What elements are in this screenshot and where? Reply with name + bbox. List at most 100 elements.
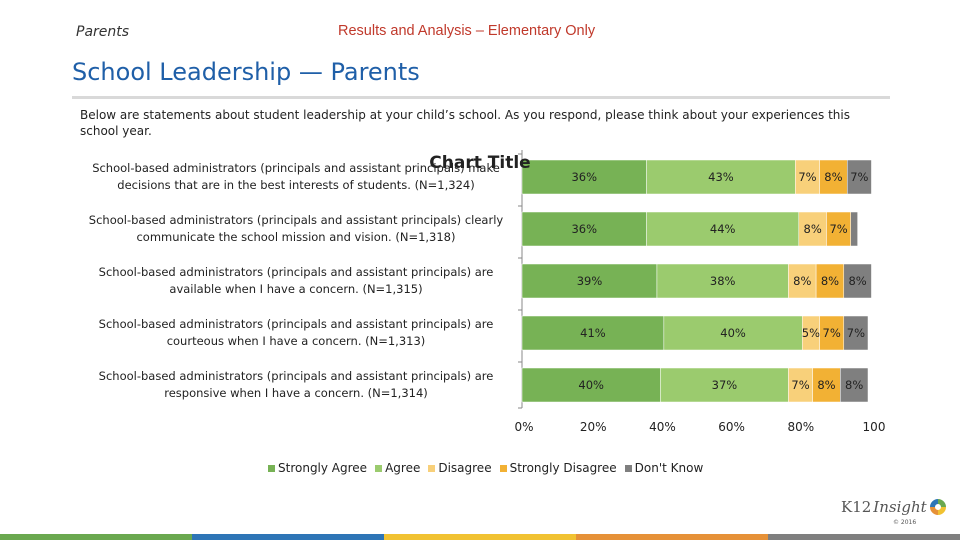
logo-k12-text: K12 xyxy=(841,498,872,516)
logo-insight-text: Insight xyxy=(873,498,927,516)
bar-segment xyxy=(843,315,869,351)
category-label: School-based administrators (principals … xyxy=(78,264,514,298)
legend-label: Disagree xyxy=(438,461,492,475)
category-label-line: School-based administrators (principals … xyxy=(92,161,500,175)
chart-legend: Strongly Agree Agree Disagree Strongly Disa… xyxy=(268,461,703,475)
x-tick-label: 40% xyxy=(649,420,676,434)
data-label: 40% xyxy=(578,378,604,392)
bar-segment xyxy=(826,211,851,247)
category-label: School-based administrators (principals … xyxy=(78,212,514,246)
data-label: 8% xyxy=(804,222,822,236)
data-label: 39% xyxy=(577,274,603,288)
bar-segment xyxy=(646,211,800,247)
legend-label: Strongly Agree xyxy=(278,461,368,475)
legend-item: Don't Know xyxy=(624,461,704,475)
legend-swatch xyxy=(268,464,275,472)
copyright-text: © 2016 xyxy=(893,519,917,526)
data-label: 8% xyxy=(848,274,866,288)
bar-segment xyxy=(788,263,817,299)
data-label: 8% xyxy=(821,274,839,288)
data-label: 7% xyxy=(823,326,841,340)
bar-segment xyxy=(521,315,665,351)
title-divider xyxy=(72,96,890,99)
bar-segment xyxy=(846,159,872,195)
data-label: 7% xyxy=(847,326,865,340)
logo-mark-icon xyxy=(929,499,946,515)
legend-swatch xyxy=(624,464,632,472)
data-label: 38% xyxy=(710,274,736,288)
data-label: 43% xyxy=(708,170,734,184)
x-tick-label: 100 xyxy=(863,420,886,434)
intro-text: Below are statements about student leade… xyxy=(80,108,850,138)
legend-swatch xyxy=(375,464,383,472)
brand-band-segment xyxy=(192,534,384,540)
bar-segment xyxy=(815,263,845,299)
legend-item: Agree xyxy=(375,461,420,475)
k12-insight-logo: K12 Insight xyxy=(841,498,947,516)
data-label: 8% xyxy=(845,378,863,392)
category-label-line: School-based administrators (principals … xyxy=(98,369,494,383)
legend-label: Strongly Disagree xyxy=(509,461,617,475)
bar-segment xyxy=(660,367,789,403)
brand-color-band xyxy=(0,534,960,540)
data-label: 8% xyxy=(817,378,835,392)
x-tick-label: 60% xyxy=(718,420,745,434)
x-tick-label: 80% xyxy=(787,420,814,434)
bar-segment xyxy=(798,211,827,247)
x-tick-label: 20% xyxy=(580,420,607,434)
category-label: School-based administrators (principals … xyxy=(78,316,514,350)
bar-segment xyxy=(840,367,869,403)
category-label-line: School-based administrators (principals … xyxy=(98,265,494,279)
category-label-line: available when I have a concern. (N=1,31… xyxy=(169,282,423,296)
data-label: 7% xyxy=(798,170,816,184)
bar-segment xyxy=(521,211,647,247)
legend-label: Agree xyxy=(385,461,421,475)
bar-segment xyxy=(663,315,803,351)
section-label: Parents xyxy=(76,24,130,40)
data-label: 44% xyxy=(710,222,736,236)
category-label-line: School-based administrators (principals … xyxy=(88,213,504,227)
data-label: 7% xyxy=(829,222,847,236)
brand-band-segment xyxy=(384,534,576,540)
data-label: 41% xyxy=(580,326,606,340)
legend-label: Don't Know xyxy=(634,461,704,475)
category-label: School-based administrators (principals … xyxy=(78,368,514,402)
category-label-line: decisions that are in the best interests… xyxy=(117,178,475,192)
data-label: 7% xyxy=(850,170,868,184)
data-label: 36% xyxy=(571,170,597,184)
category-label-line: communicate the school mission and visio… xyxy=(136,230,456,244)
category-label: School-based administrators (principals … xyxy=(78,160,514,194)
brand-band-segment xyxy=(768,534,960,540)
bar-segment xyxy=(812,367,841,403)
legend-item: Disagree xyxy=(428,461,492,475)
legend-item: Strongly Disagree xyxy=(499,461,617,475)
category-label-line: responsive when I have a concern. (N=1,3… xyxy=(164,386,428,400)
bar-segment xyxy=(521,159,647,195)
data-label: 7% xyxy=(791,378,809,392)
legend-item: Strongly Agree xyxy=(268,461,367,475)
x-tick-label: 0% xyxy=(514,420,533,434)
page-title: School Leadership — Parents xyxy=(72,58,420,86)
data-label: 8% xyxy=(793,274,811,288)
data-label: 5% xyxy=(802,326,820,340)
bar-segment xyxy=(843,263,872,299)
bar-segment xyxy=(656,263,789,299)
bar-segment xyxy=(521,367,661,403)
brand-band-segment xyxy=(0,534,192,540)
data-label: 36% xyxy=(571,222,597,236)
category-label-line: courteous when I have a concern. (N=1,31… xyxy=(166,334,426,348)
data-label: 8% xyxy=(824,170,842,184)
data-label: 40% xyxy=(720,326,746,340)
legend-swatch xyxy=(499,464,507,472)
brand-band-segment xyxy=(576,534,768,540)
category-label-line: School-based administrators (principals … xyxy=(98,317,494,331)
bar-segment xyxy=(646,159,796,195)
bar-segment xyxy=(819,159,848,195)
legend-swatch xyxy=(428,464,436,472)
data-label: 37% xyxy=(712,378,738,392)
chart-title: Chart Title xyxy=(429,153,530,173)
page-subtitle: Results and Analysis – Elementary Only xyxy=(338,23,596,39)
bar-segment xyxy=(850,211,858,247)
bar-segment xyxy=(521,263,658,299)
